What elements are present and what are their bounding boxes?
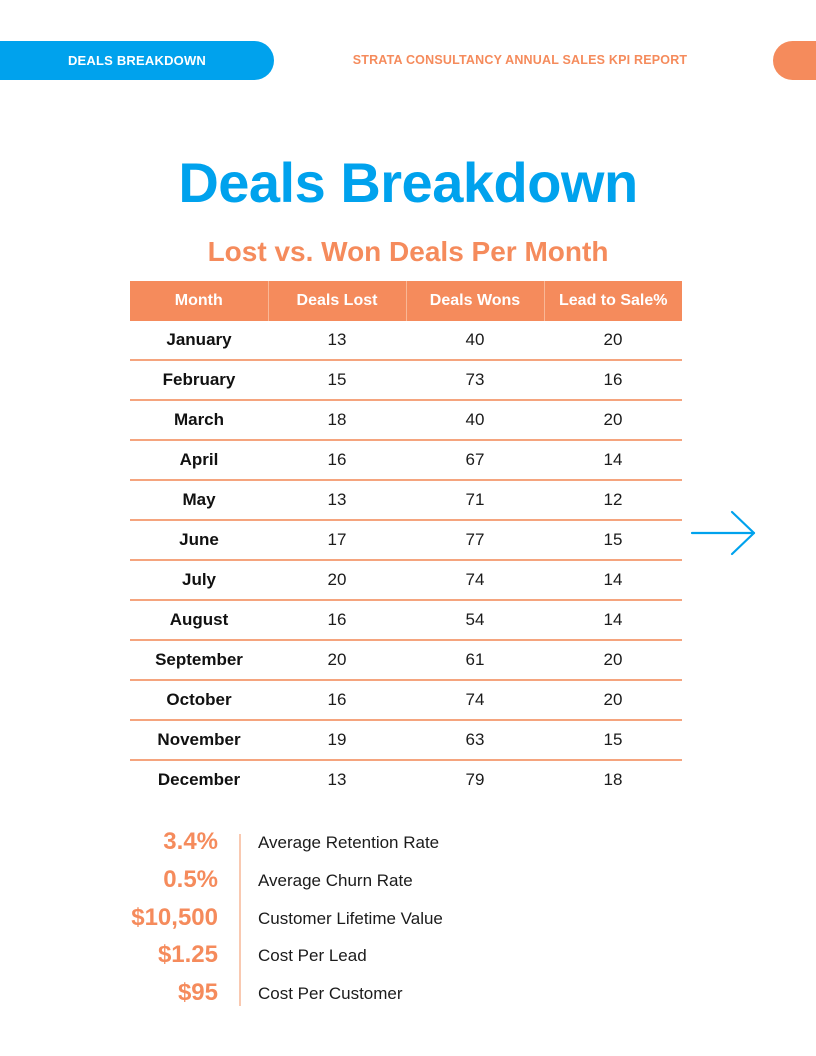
table-header-row: Month Deals Lost Deals Wons Lead to Sale… <box>130 281 682 321</box>
cell-month: June <box>130 520 268 561</box>
stats-divider <box>239 834 241 1006</box>
cell-deals-lost: 20 <box>268 560 406 601</box>
table-row: March 18 40 20 <box>130 400 682 441</box>
cell-lead-to-sale: 20 <box>544 400 682 441</box>
cell-month: April <box>130 440 268 481</box>
header-tab-label: DEALS BREAKDOWN <box>67 53 207 68</box>
cell-deals-won: 67 <box>406 440 544 481</box>
stat-row: 0.5% Average Churn Rate <box>100 862 600 900</box>
column-header-deals-won: Deals Wons <box>406 281 545 321</box>
table-row: September 20 61 20 <box>130 640 682 681</box>
cell-deals-lost: 20 <box>268 640 406 681</box>
cell-lead-to-sale: 20 <box>544 640 682 681</box>
cell-month: October <box>130 680 268 721</box>
cell-deals-won: 79 <box>465 770 485 789</box>
page-title: Deals Breakdown <box>178 151 638 214</box>
cell-deals-lost: 18 <box>268 400 406 441</box>
stat-value: $10,500 <box>131 904 218 931</box>
table-row: October 16 74 20 <box>130 680 682 721</box>
cell-deals-lost: 15 <box>268 360 406 401</box>
header-decor-pill <box>773 41 816 80</box>
stat-label: Customer Lifetime Value <box>258 909 443 928</box>
cell-month: February <box>130 360 268 401</box>
cell-deals-won: 74 <box>406 680 544 721</box>
stat-value: $1.25 <box>157 941 218 968</box>
stat-label: Average Retention Rate <box>258 833 440 852</box>
cell-lead-to-sale: 15 <box>544 520 682 561</box>
cell-deals-won: 40 <box>406 321 544 361</box>
cell-deals-lost: 13 <box>268 480 406 521</box>
cell-month: September <box>130 640 268 681</box>
table-row: July 20 74 14 <box>130 560 682 601</box>
table-row: April 16 67 14 <box>130 440 682 481</box>
cell-lead-to-sale: 20 <box>544 680 682 721</box>
column-header-lead-to-sale: Lead to Sale% <box>544 281 682 321</box>
cell-month: January <box>130 321 268 361</box>
cell-lead-to-sale: 20 <box>544 321 682 361</box>
cell-deals-won: 61 <box>406 640 544 681</box>
deals-table: Month Deals Lost Deals Wons Lead to Sale… <box>130 281 682 799</box>
cell-deals-won: 54 <box>406 600 544 641</box>
cell-lead-to-sale: 12 <box>544 480 682 521</box>
stat-row: $95 Cost Per Customer <box>100 975 600 1013</box>
cell-month: August <box>130 600 268 641</box>
table-body: January 13 40 20 February 15 73 16 March 18 40 20 Ap… <box>130 321 682 799</box>
table-row: December 13 79 18 <box>130 760 682 799</box>
cell-deals-won: 63 <box>406 720 544 761</box>
arrow-right-icon[interactable] <box>690 510 758 556</box>
stat-label: Cost Per Lead <box>258 946 367 965</box>
cell-lead-to-sale: 14 <box>544 440 682 481</box>
cell-deals-lost: 16 <box>268 600 406 641</box>
table-subtitle: Lost vs. Won Deals Per Month <box>207 236 609 267</box>
header-tab: DEALS BREAKDOWN <box>0 41 274 80</box>
cell-month: March <box>130 400 268 441</box>
table-row: August 16 54 14 <box>130 600 682 641</box>
cell-deals-lost: 16 <box>268 680 406 721</box>
cell-deals-won: 73 <box>406 360 544 401</box>
kpi-stats: 3.4% Average Retention Rate 0.5% Average Ch… <box>100 824 600 1010</box>
table-row: November 19 63 15 <box>130 720 682 761</box>
cell-deals-lost: 16 <box>268 440 406 481</box>
stat-label: Average Churn Rate <box>258 871 413 890</box>
cell-month: July <box>130 560 268 601</box>
cell-deals-won: 74 <box>406 560 544 601</box>
cell-lead-to-sale: 18 <box>603 770 623 789</box>
cell-deals-lost: 13 <box>268 321 406 361</box>
cell-month: November <box>130 720 268 761</box>
cell-lead-to-sale: 14 <box>544 560 682 601</box>
cell-lead-to-sale: 15 <box>544 720 682 761</box>
column-header-deals-lost: Deals Lost <box>268 281 407 321</box>
column-header-month: Month <box>130 281 269 321</box>
stat-value: 3.4% <box>163 828 218 855</box>
cell-deals-won: 77 <box>406 520 544 561</box>
cell-month: December <box>157 770 241 789</box>
cell-month: May <box>130 480 268 521</box>
cell-deals-lost: 19 <box>268 720 406 761</box>
cell-deals-won: 71 <box>406 480 544 521</box>
table-row: January 13 40 20 <box>130 321 682 361</box>
table-row: May 13 71 12 <box>130 480 682 521</box>
stat-row: 3.4% Average Retention Rate <box>100 824 600 862</box>
stat-row: $1.25 Cost Per Lead <box>100 937 600 975</box>
cell-deals-won: 40 <box>406 400 544 441</box>
table-row: February 15 73 16 <box>130 360 682 401</box>
stat-value: $95 <box>177 979 218 1006</box>
cell-deals-lost: 13 <box>327 770 347 789</box>
stat-label: Cost Per Customer <box>258 984 403 1003</box>
table-row: June 17 77 15 <box>130 520 682 561</box>
cell-deals-lost: 17 <box>268 520 406 561</box>
stat-value: 0.5% <box>163 866 218 893</box>
cell-lead-to-sale: 14 <box>544 600 682 641</box>
stat-row: $10,500 Customer Lifetime Value <box>100 900 600 938</box>
cell-lead-to-sale: 16 <box>544 360 682 401</box>
report-title: STRATA CONSULTANCY ANNUAL SALES KPI REPO… <box>352 53 688 67</box>
